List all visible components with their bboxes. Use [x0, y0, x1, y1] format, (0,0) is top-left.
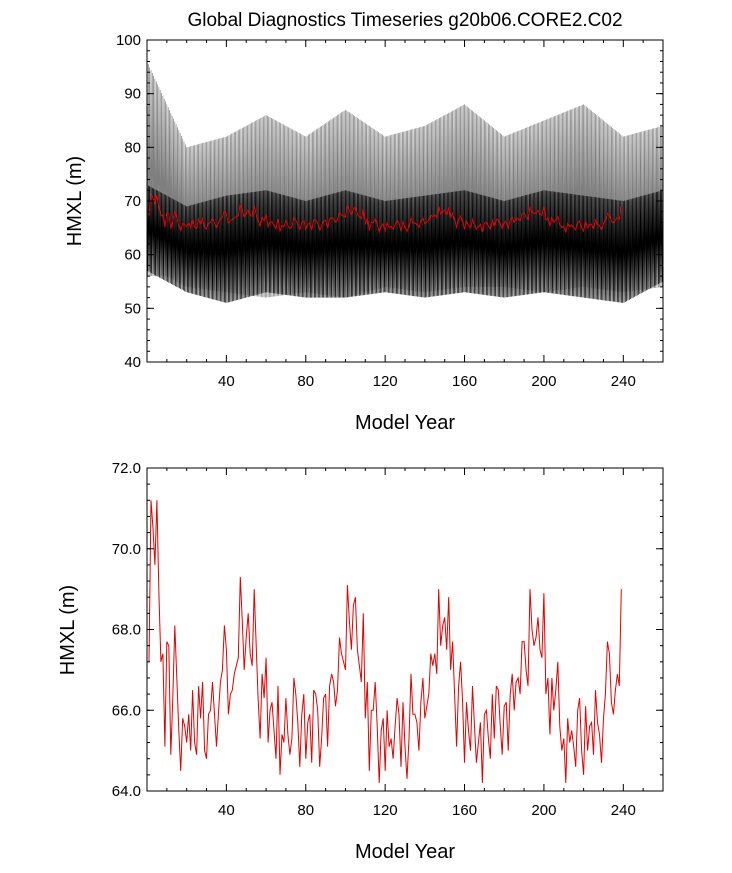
top-annual-mean-line: [148, 192, 622, 234]
x-tick-label: 160: [452, 802, 477, 819]
x-tick-label: 160: [452, 373, 477, 390]
y-tick-label: 40: [124, 354, 141, 371]
top-x-axis-label: Model Year: [355, 412, 455, 434]
x-tick-label: 120: [373, 802, 398, 819]
y-tick-label: 70: [124, 193, 141, 210]
y-tick-label: 50: [124, 300, 141, 317]
x-tick-label: 240: [611, 802, 636, 819]
y-tick-label: 68.0: [112, 622, 141, 639]
bottom-y-axis-label: HMXL (m): [57, 585, 79, 675]
y-tick-label: 90: [124, 86, 141, 103]
top-y-axis-label: HMXL (m): [64, 156, 86, 246]
x-tick-label: 200: [531, 373, 556, 390]
x-tick-label: 200: [531, 802, 556, 819]
x-tick-label: 240: [611, 373, 636, 390]
y-tick-label: 100: [116, 32, 141, 49]
y-tick-label: 80: [124, 139, 141, 156]
bottom-x-axis-label: Model Year: [355, 841, 455, 863]
y-tick-label: 72.0: [112, 460, 141, 477]
y-tick-label: 60: [124, 247, 141, 264]
bottom-panel-ticks: 40 80 120 160 200 240 64.0 66.0 68.0 70.0 72.0: [112, 460, 663, 819]
top-panel-bands: [146, 61, 664, 303]
envelope-series-max: [146, 61, 664, 298]
chart-title: Global Diagnostics Timeseries g20b06.COR…: [187, 10, 622, 31]
bottom-panel: 40 80 120 160 200 240 64.0 66.0 68.0 70.0 72.0 Mod…: [57, 460, 664, 863]
y-tick-label: 66.0: [112, 702, 141, 719]
x-tick-label: 40: [218, 373, 235, 390]
x-tick-label: 40: [218, 802, 235, 819]
x-tick-label: 120: [373, 373, 398, 390]
x-tick-label: 80: [297, 373, 314, 390]
y-tick-label: 70.0: [112, 541, 141, 558]
bottom-annual-mean-line: [148, 500, 622, 783]
x-tick-label: 80: [297, 802, 314, 819]
top-panel: 40 80 120 160 200 240 40 50 60 70 80 90 100 Model Ye…: [64, 32, 664, 434]
envelope-series-mean: [146, 184, 664, 303]
y-tick-label: 64.0: [112, 783, 141, 800]
top-panel-ticks: 40 80 120 160 200 240 40 50 60 70 80 90 100: [116, 32, 663, 390]
